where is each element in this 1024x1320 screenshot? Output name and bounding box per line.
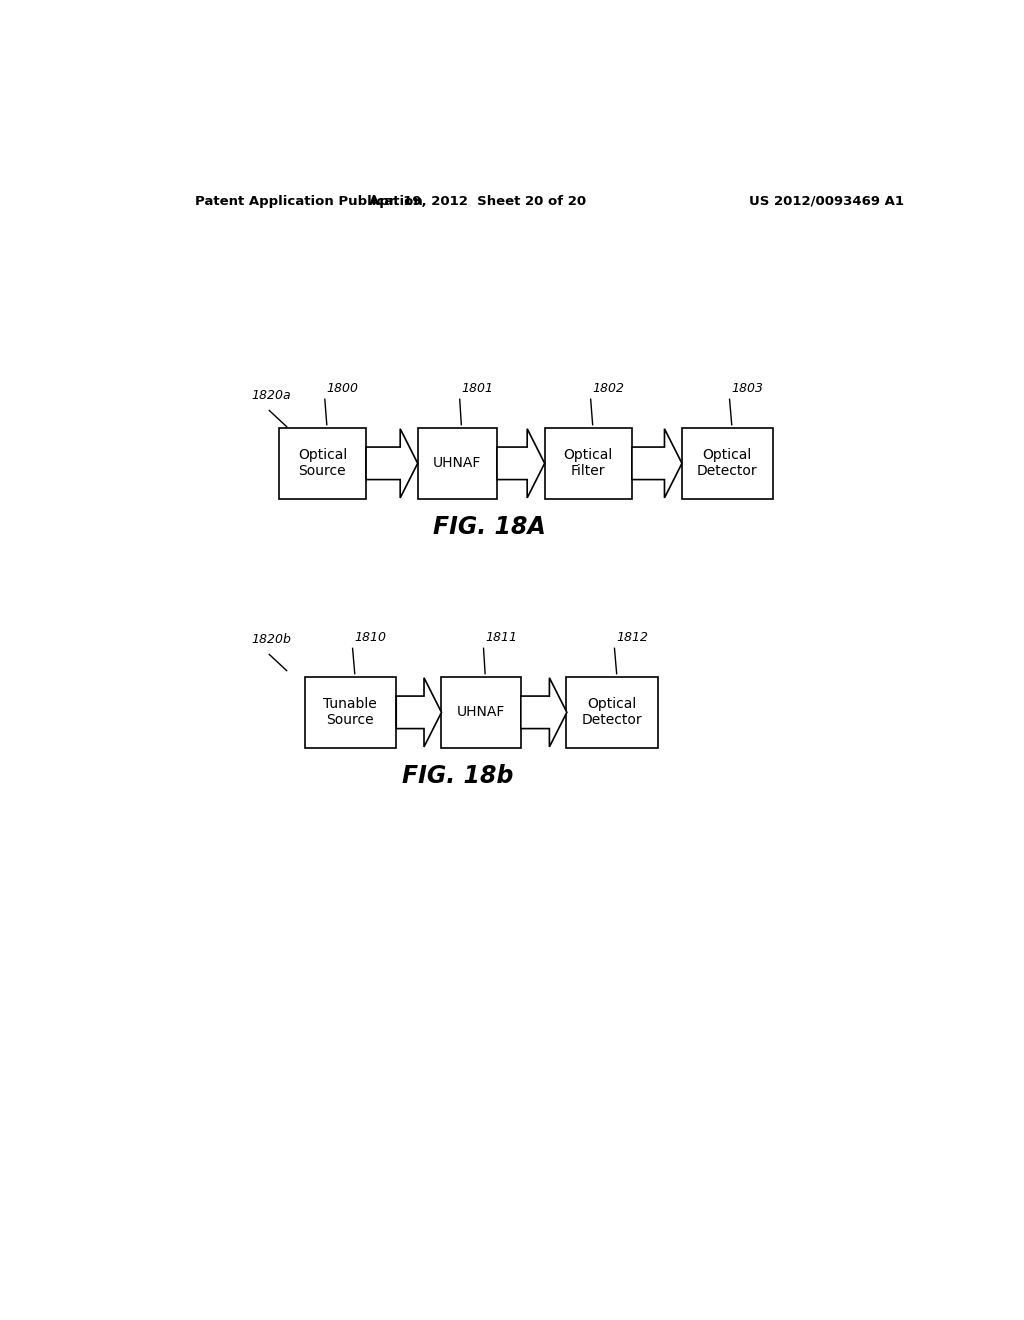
Text: Optical
Detector: Optical Detector xyxy=(582,697,642,727)
Bar xyxy=(545,428,632,499)
Bar xyxy=(367,447,400,479)
Bar xyxy=(682,428,773,499)
FancyArrow shape xyxy=(521,677,567,747)
Text: UHNAF: UHNAF xyxy=(457,705,505,719)
Text: US 2012/0093469 A1: US 2012/0093469 A1 xyxy=(749,194,904,207)
Text: 1803: 1803 xyxy=(731,383,763,395)
Bar xyxy=(396,696,424,729)
Text: Optical
Source: Optical Source xyxy=(298,449,347,478)
Text: 1801: 1801 xyxy=(461,383,494,395)
Text: Apr. 19, 2012  Sheet 20 of 20: Apr. 19, 2012 Sheet 20 of 20 xyxy=(369,194,586,207)
Bar xyxy=(304,677,396,748)
Text: UHNAF: UHNAF xyxy=(433,457,481,470)
FancyArrow shape xyxy=(367,429,418,498)
Text: 1800: 1800 xyxy=(327,383,358,395)
Text: FIG. 18A: FIG. 18A xyxy=(433,515,546,540)
Text: 1820b: 1820b xyxy=(251,634,291,647)
Bar xyxy=(566,677,657,748)
Text: 1820a: 1820a xyxy=(251,389,291,403)
FancyArrow shape xyxy=(497,429,545,498)
Bar xyxy=(497,447,527,479)
Text: Patent Application Publication: Patent Application Publication xyxy=(196,194,423,207)
Bar xyxy=(279,428,367,499)
FancyArrow shape xyxy=(632,429,682,498)
Text: Optical
Filter: Optical Filter xyxy=(563,449,613,478)
FancyArrow shape xyxy=(396,677,441,747)
Bar xyxy=(521,696,550,729)
Text: 1811: 1811 xyxy=(485,631,517,644)
Text: Tunable
Source: Tunable Source xyxy=(324,697,377,727)
Bar xyxy=(441,677,521,748)
Text: FIG. 18b: FIG. 18b xyxy=(401,764,513,788)
Text: 1810: 1810 xyxy=(354,631,386,644)
Bar xyxy=(632,447,665,479)
Text: 1812: 1812 xyxy=(616,631,648,644)
Text: 1802: 1802 xyxy=(592,383,625,395)
Bar xyxy=(418,428,497,499)
Text: Optical
Detector: Optical Detector xyxy=(697,449,758,478)
